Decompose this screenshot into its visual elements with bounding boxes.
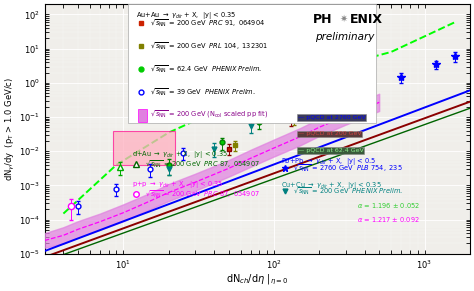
Text: Cu+Cu $\rightarrow$ $\gamma_{dir}$ + X,  |y| < 0.35: Cu+Cu $\rightarrow$ $\gamma_{dir}$ + X, … <box>281 180 382 191</box>
Text: — pQCD at 200 GeV: — pQCD at 200 GeV <box>298 132 361 136</box>
Text: PH: PH <box>312 13 332 26</box>
Text: $\sqrt{s_{\rm NN}}$ = 200 GeV  $\it{PRC\ 91,\ 064904}$: $\sqrt{s_{\rm NN}}$ = 200 GeV $\it{PRC\ … <box>150 17 265 29</box>
Text: — pQCD at 2760 GeV: — pQCD at 2760 GeV <box>298 115 365 120</box>
Text: — pQCD at 62.4 GeV: — pQCD at 62.4 GeV <box>298 148 364 153</box>
Text: $\sqrt{s_{\rm NN}}$ = 62.4 GeV  $\it{PHENIX\ Prelim.}$: $\sqrt{s_{\rm NN}}$ = 62.4 GeV $\it{PHEN… <box>150 63 262 75</box>
Text: preliminary: preliminary <box>315 32 374 42</box>
Text: $\sqrt{s_{\rm NN}}$ = 39 GeV  $\it{PHENIX\ Prelim.}$: $\sqrt{s_{\rm NN}}$ = 39 GeV $\it{PHENIX… <box>150 86 255 98</box>
Text: d+Au $\rightarrow$ $\gamma_{dir}$ + X,  |y| < 0.35: d+Au $\rightarrow$ $\gamma_{dir}$ + X, |… <box>132 149 228 160</box>
Text: $\sqrt{s_{\rm NN}}$ = 200 GeV (N$_{\rm col}$ scaled pp fit): $\sqrt{s_{\rm NN}}$ = 200 GeV (N$_{\rm c… <box>150 109 268 120</box>
Bar <box>138 109 146 122</box>
Y-axis label: dN$_{\gamma}$/dy  (p$_{\rm T}$ > 1.0 GeV/c): dN$_{\gamma}$/dy (p$_{\rm T}$ > 1.0 GeV/… <box>4 77 17 181</box>
Text: $\sqrt{s_{\rm NN}}$ = 2760 GeV  $\it{PLB\ 754,\ 235}$: $\sqrt{s_{\rm NN}}$ = 2760 GeV $\it{PLB\… <box>293 162 403 174</box>
Text: ENIX: ENIX <box>350 13 383 26</box>
Bar <box>344 74 372 102</box>
Text: $\alpha$ = 1.217 ± 0.092: $\alpha$ = 1.217 ± 0.092 <box>357 215 420 224</box>
Text: p+p $\rightarrow$ $\gamma_{dir}$ + X,  |y| < 0.35: p+p $\rightarrow$ $\gamma_{dir}$ + X, |y… <box>132 179 223 190</box>
Text: $\sqrt{s_{\rm NN}}$ = 200 GeV  $\it{PHENIX\ Prelim.}$: $\sqrt{s_{\rm NN}}$ = 200 GeV $\it{PHENI… <box>293 185 403 197</box>
Text: $\sqrt{s_{\rm NN}}$ = 200 GeV  $\it{PRC\ 87,\ 054907}$: $\sqrt{s_{\rm NN}}$ = 200 GeV $\it{PRC\ … <box>145 158 260 170</box>
Text: $\sqrt{s_{\rm NN}}$ = 200 GeV  $\it{PRL\ 104,\ 132301}$: $\sqrt{s_{\rm NN}}$ = 200 GeV $\it{PRL\ … <box>150 40 268 52</box>
Text: $\sqrt{s_{\rm NN}}$ = 200 GeV  $\it{PRC\ 87,\ 054907}$: $\sqrt{s_{\rm NN}}$ = 200 GeV $\it{PRC\ … <box>145 188 260 200</box>
Text: ✷: ✷ <box>339 14 347 24</box>
FancyBboxPatch shape <box>128 4 376 123</box>
Bar <box>113 131 175 165</box>
X-axis label: dN$_{ch}$/d$\eta$ |$_{\eta=0}$: dN$_{ch}$/d$\eta$ |$_{\eta=0}$ <box>226 272 289 287</box>
Text: $\alpha$ = 1.196 ± 0.052: $\alpha$ = 1.196 ± 0.052 <box>357 201 420 210</box>
Text: Pb+Pb $\rightarrow$ $\gamma_{dir}$ + X,  |y| < 0.5: Pb+Pb $\rightarrow$ $\gamma_{dir}$ + X, … <box>281 157 376 167</box>
Text: Au+Au $\rightarrow$ $\gamma_{dir}$ + X,  |y| < 0.35: Au+Au $\rightarrow$ $\gamma_{dir}$ + X, … <box>136 10 237 22</box>
